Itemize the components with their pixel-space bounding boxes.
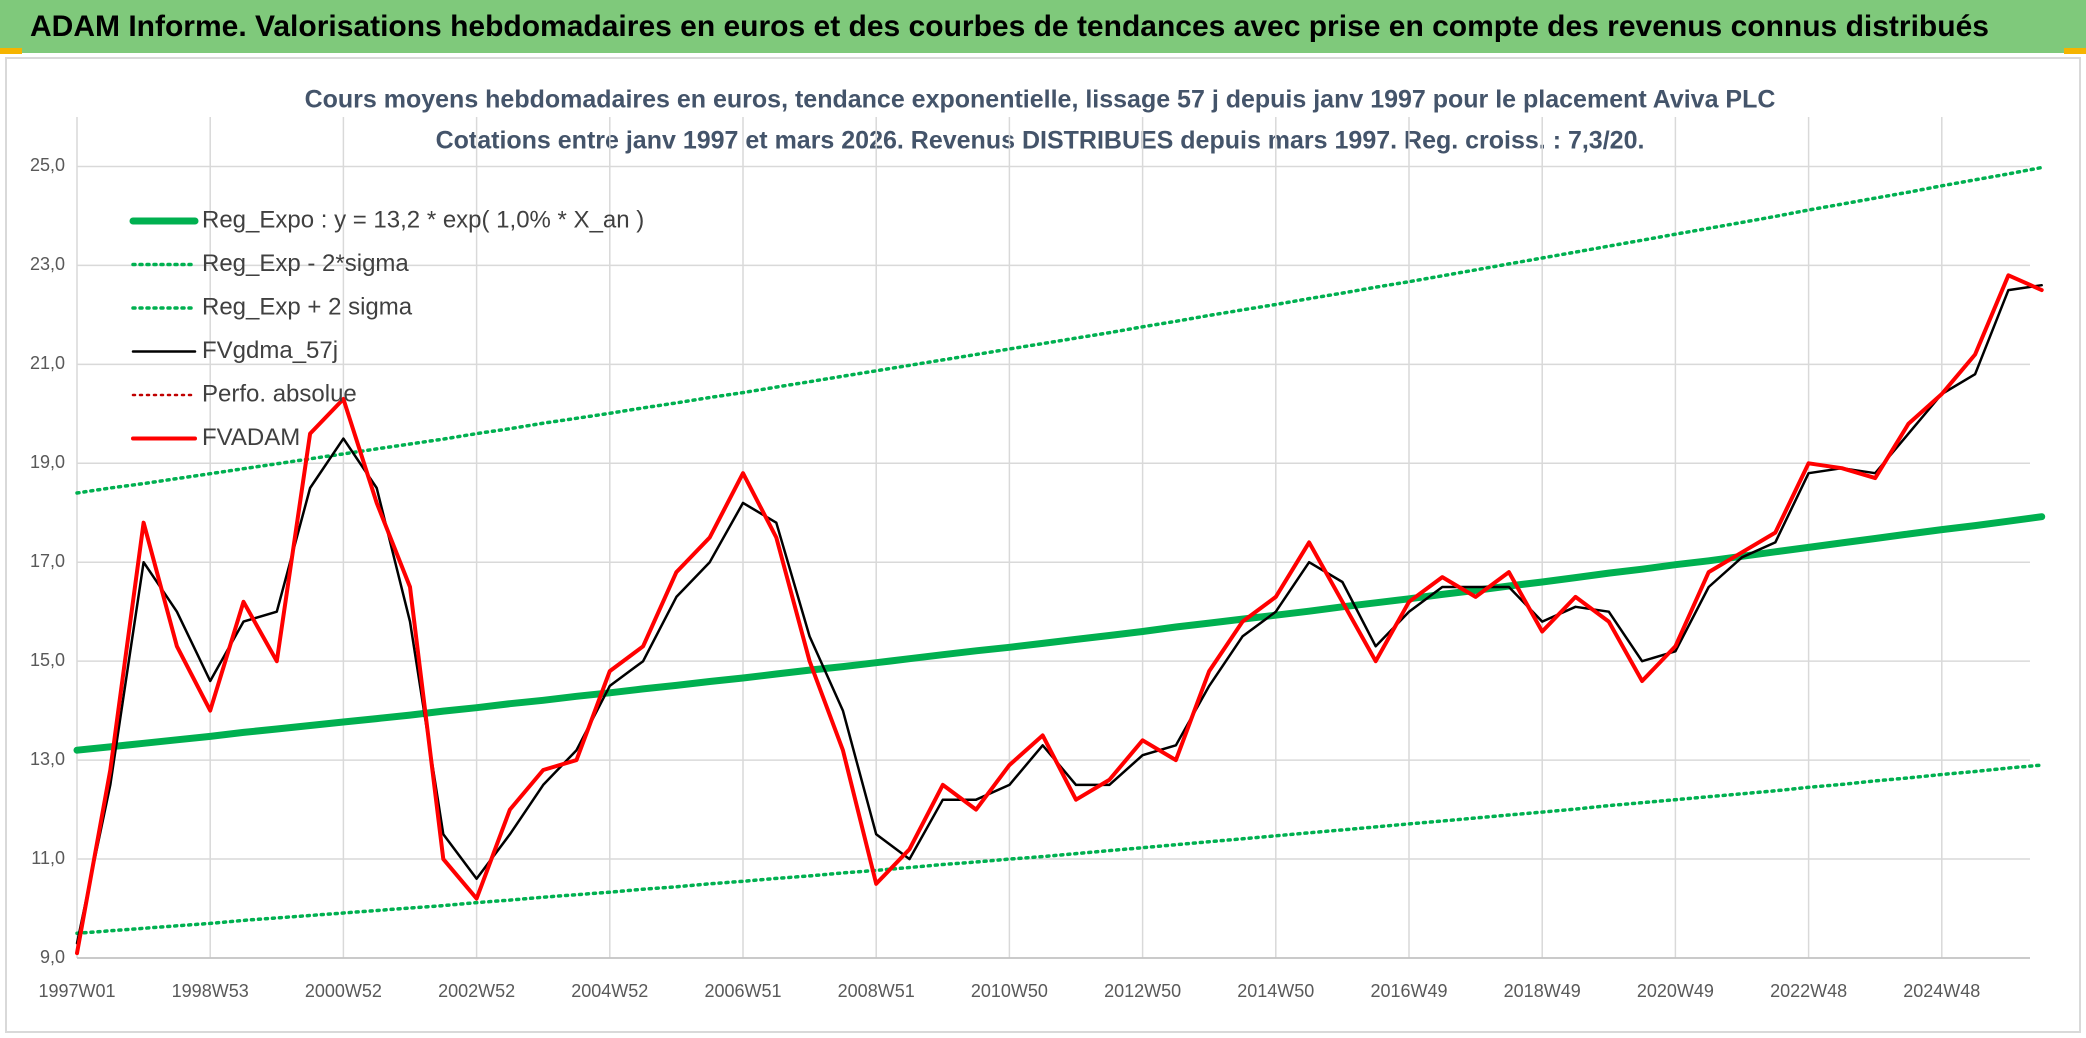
x-tick-label: 2018W49	[1504, 981, 1581, 1001]
series-line	[75, 763, 2044, 936]
legend-label: FVADAM	[202, 424, 300, 451]
series-line	[73, 513, 2046, 754]
y-tick-label: 25,0	[30, 155, 65, 175]
legend-label: Perfo. absolue	[202, 380, 357, 407]
x-tick-label: 2002W52	[438, 981, 515, 1001]
corner-mark	[2064, 48, 2086, 54]
x-tick-label: 2014W50	[1237, 981, 1314, 1001]
legend-label: FVgdma_57j	[202, 337, 338, 364]
x-tick-label: 2012W50	[1104, 981, 1181, 1001]
y-tick-label: 19,0	[30, 452, 65, 472]
y-tick-label: 23,0	[30, 254, 65, 274]
x-tick-label: 2010W50	[971, 981, 1048, 1001]
series-line	[75, 273, 2044, 956]
y-tick-label: 13,0	[30, 749, 65, 769]
x-tick-label: 2004W52	[571, 981, 648, 1001]
x-tick-label: 2006W51	[704, 981, 781, 1001]
corner-mark	[0, 48, 22, 54]
x-tick-label: 2022W48	[1770, 981, 1847, 1001]
x-tick-label: 1997W01	[38, 981, 115, 1001]
header-bar	[0, 0, 2086, 53]
y-tick-label: 17,0	[30, 551, 65, 571]
x-tick-label: 2016W49	[1370, 981, 1447, 1001]
x-tick-label: 1998W53	[172, 981, 249, 1001]
legend-label: Reg_Exp - 2*sigma	[202, 250, 409, 277]
x-tick-label: 2000W52	[305, 981, 382, 1001]
legend-label: Reg_Exp + 2 sigma	[202, 293, 413, 320]
chart-border	[5, 57, 2081, 1033]
y-tick-label: 15,0	[30, 650, 65, 670]
header-title: ADAM Informe. Valorisations hebdomadaire…	[30, 10, 1989, 43]
legend-label: Reg_Expo : y = 13,2 * exp( 1,0% * X_an )	[202, 206, 644, 233]
series-line	[75, 165, 2044, 495]
chart-title: Cours moyens hebdomadaires en euros, ten…	[305, 86, 1776, 114]
chart-subtitle: Cotations entre janv 1997 et mars 2026. …	[436, 127, 1645, 155]
x-tick-label: 2024W48	[1903, 981, 1980, 1001]
y-tick-label: 11,0	[31, 848, 65, 868]
x-tick-label: 2020W49	[1637, 981, 1714, 1001]
y-tick-label: 9,0	[40, 947, 65, 967]
y-tick-label: 21,0	[30, 353, 65, 373]
x-tick-label: 2008W51	[838, 981, 915, 1001]
